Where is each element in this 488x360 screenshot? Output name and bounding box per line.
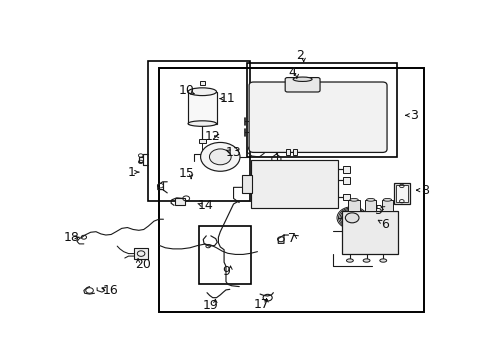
FancyBboxPatch shape: [248, 82, 386, 152]
Bar: [242, 175, 251, 193]
Text: 3: 3: [409, 109, 417, 122]
Text: 4: 4: [288, 66, 296, 79]
Bar: [343, 177, 349, 184]
Ellipse shape: [383, 198, 391, 201]
Bar: [147, 61, 249, 201]
Circle shape: [200, 143, 240, 171]
Text: 1: 1: [127, 166, 135, 179]
Text: 10: 10: [178, 84, 194, 97]
Ellipse shape: [188, 88, 216, 96]
Circle shape: [345, 213, 358, 223]
Ellipse shape: [349, 198, 358, 201]
Bar: [200, 81, 204, 85]
Circle shape: [209, 149, 231, 165]
Text: 19: 19: [203, 299, 218, 312]
Bar: [246, 63, 396, 157]
Text: 13: 13: [225, 146, 241, 159]
Bar: [159, 68, 423, 312]
Bar: [395, 185, 407, 202]
Bar: [381, 200, 392, 211]
Bar: [347, 200, 359, 211]
Bar: [175, 198, 185, 205]
Text: 9: 9: [222, 265, 229, 278]
Bar: [341, 211, 398, 255]
Ellipse shape: [188, 121, 216, 126]
Bar: [250, 159, 337, 208]
Bar: [393, 183, 409, 204]
Ellipse shape: [366, 198, 374, 201]
Ellipse shape: [292, 77, 311, 81]
Bar: [199, 226, 250, 284]
Bar: [293, 149, 297, 155]
Bar: [134, 248, 148, 259]
Text: 5: 5: [375, 204, 383, 217]
Text: 12: 12: [204, 130, 220, 143]
Text: 8: 8: [420, 184, 428, 197]
FancyBboxPatch shape: [285, 77, 319, 92]
Bar: [343, 166, 349, 173]
Bar: [188, 92, 216, 123]
Text: 6: 6: [381, 218, 388, 231]
Bar: [198, 139, 205, 143]
Text: 17: 17: [254, 298, 269, 311]
Text: 7: 7: [288, 232, 296, 245]
Text: 15: 15: [178, 167, 194, 180]
Bar: [285, 149, 289, 155]
Bar: [343, 194, 349, 201]
Text: 16: 16: [102, 284, 118, 297]
Bar: [365, 200, 376, 211]
Ellipse shape: [363, 259, 369, 262]
Text: 18: 18: [63, 231, 80, 244]
Text: 14: 14: [197, 199, 213, 212]
Ellipse shape: [379, 259, 386, 262]
Ellipse shape: [346, 259, 353, 262]
Text: 11: 11: [220, 92, 235, 105]
Text: 20: 20: [134, 258, 150, 271]
Text: 2: 2: [295, 49, 303, 62]
